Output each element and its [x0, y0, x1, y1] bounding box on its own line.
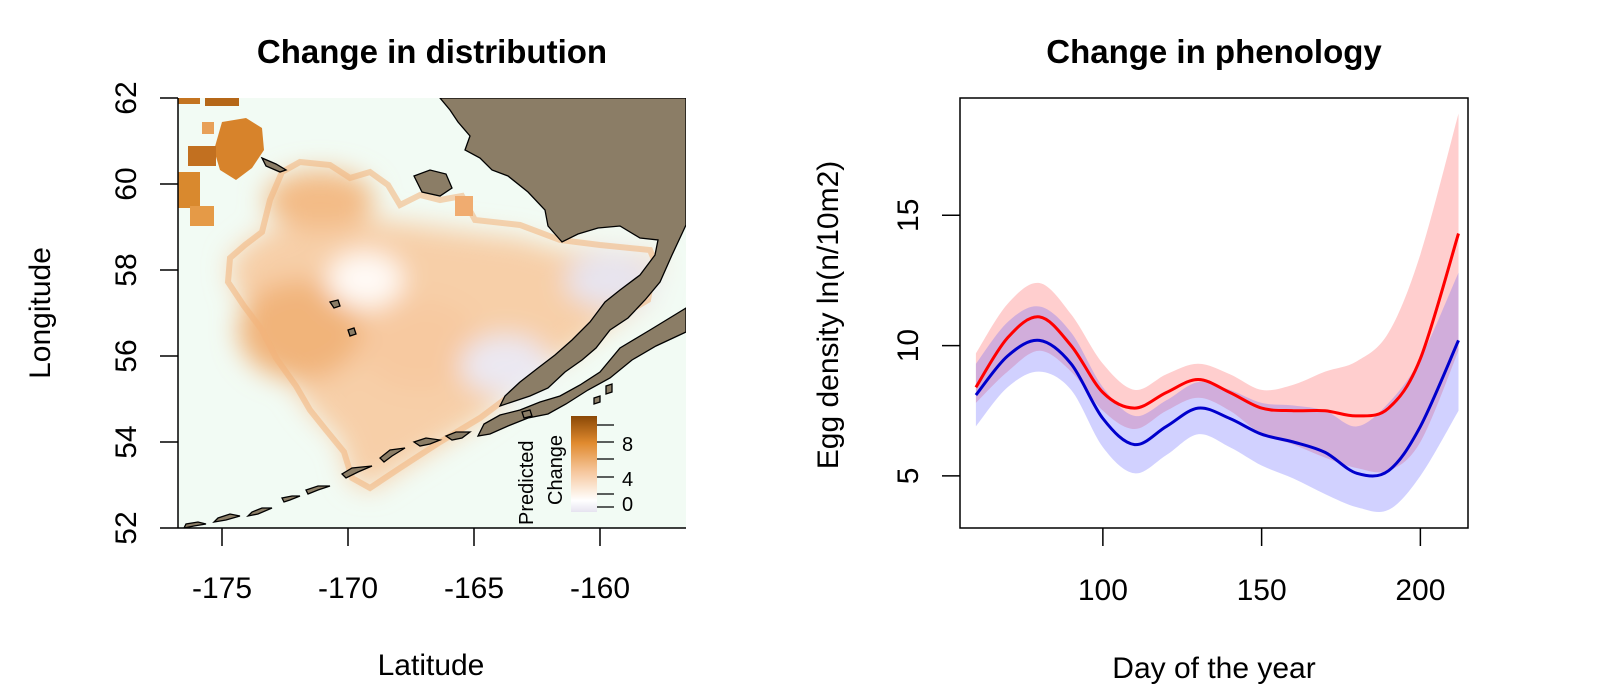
legend-colorbar: [571, 416, 597, 512]
distribution-map-panel: Change in distribution: [24, 33, 686, 682]
y-tick-label-10: 10: [892, 329, 925, 362]
map-y-tick-60: 60: [110, 167, 143, 200]
map-area: [178, 98, 686, 528]
map-title: Change in distribution: [257, 33, 607, 70]
phenology-axes: 100 150 200 5 10 15: [892, 199, 1445, 607]
map-x-tick-minus-170: -170: [318, 572, 378, 605]
legend-title-line-2: Change: [545, 435, 567, 505]
legend-label-0: 0: [622, 494, 633, 516]
phenology-series: [974, 113, 1460, 513]
alaska-mainland: [439, 98, 686, 408]
legend-ticks: [597, 424, 614, 508]
legend-label-4: 4: [622, 469, 633, 491]
series-line-1: [974, 233, 1460, 418]
phenology-panel: Change in phenology 100 150 200 5 10 15 Day o…: [812, 33, 1469, 685]
map-y-axis-label: Longitude: [24, 247, 57, 379]
phenology-plot-frame: [959, 97, 1469, 529]
map-y-tick-54: 54: [110, 425, 143, 458]
land-masses: [183, 98, 686, 528]
legend-title-line-1: Predicted: [516, 441, 538, 526]
x-tick-label-150: 150: [1237, 574, 1287, 607]
map-x-tick-minus-165: -165: [444, 572, 504, 605]
change-legend: 8 4 0 Predicted Change: [516, 416, 633, 525]
nunivak-island: [413, 169, 453, 197]
st-lawrence-island: [260, 156, 288, 173]
map-y-tick-62: 62: [110, 81, 143, 114]
y-tick-label-15: 15: [892, 199, 925, 232]
y-tick-label-5: 5: [892, 468, 925, 485]
map-x-tick-minus-175: -175: [192, 572, 252, 605]
phenology-y-axis-label: Egg density ln(n/10m2): [812, 161, 845, 470]
map-x-axis-label: Latitude: [378, 649, 485, 682]
series-line-2: [974, 338, 1460, 478]
x-tick-label-100: 100: [1078, 574, 1128, 607]
phenology-title: Change in phenology: [1046, 33, 1382, 70]
map-x-tick-minus-160: -160: [570, 572, 630, 605]
phenology-x-axis-label: Day of the year: [1112, 652, 1315, 685]
legend-label-8: 8: [622, 434, 633, 456]
map-axes: [160, 97, 686, 546]
map-y-tick-58: 58: [110, 253, 143, 286]
confidence-band-2: [975, 272, 1459, 513]
alaska-peninsula: [476, 307, 686, 437]
x-tick-label-200: 200: [1395, 574, 1445, 607]
map-y-tick-56: 56: [110, 339, 143, 372]
map-y-tick-52: 52: [110, 511, 143, 544]
